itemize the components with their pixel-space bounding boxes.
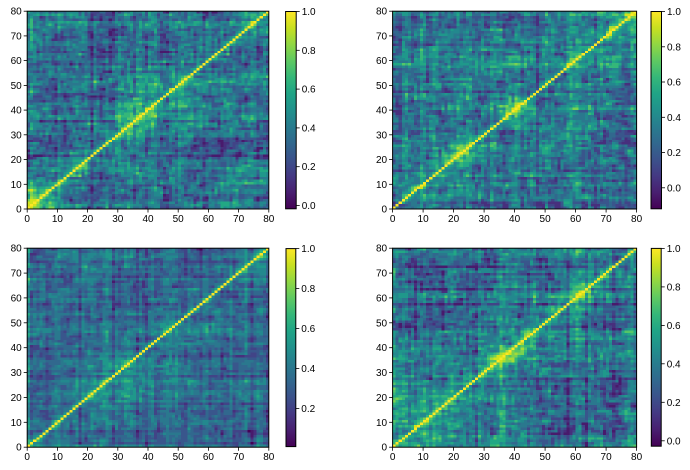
svg-text:40: 40 (376, 343, 388, 354)
svg-text:30: 30 (11, 368, 23, 379)
svg-text:0.4: 0.4 (301, 364, 315, 375)
svg-text:1.0: 1.0 (302, 7, 316, 18)
svg-text:10: 10 (52, 214, 64, 225)
svg-text:40: 40 (376, 106, 388, 117)
svg-text:0.8: 0.8 (302, 46, 316, 57)
svg-text:60: 60 (570, 214, 582, 225)
svg-text:70: 70 (233, 214, 245, 225)
svg-text:0.0: 0.0 (667, 183, 681, 194)
svg-text:10: 10 (376, 418, 388, 429)
svg-text:0.2: 0.2 (667, 398, 681, 409)
svg-text:0: 0 (382, 205, 388, 216)
svg-text:50: 50 (540, 452, 552, 463)
svg-text:40: 40 (11, 106, 23, 117)
svg-text:0.6: 0.6 (302, 85, 316, 96)
svg-text:50: 50 (540, 214, 552, 225)
svg-text:80: 80 (11, 244, 23, 255)
svg-text:0.6: 0.6 (301, 324, 315, 335)
svg-text:30: 30 (112, 214, 124, 225)
svg-text:50: 50 (11, 81, 23, 92)
svg-text:60: 60 (376, 56, 388, 67)
svg-text:30: 30 (479, 452, 491, 463)
svg-text:70: 70 (601, 452, 613, 463)
svg-text:0: 0 (16, 205, 22, 216)
svg-text:0.6: 0.6 (667, 321, 681, 332)
svg-text:0: 0 (390, 214, 396, 225)
svg-text:30: 30 (479, 214, 491, 225)
svg-text:20: 20 (448, 214, 460, 225)
svg-text:0.2: 0.2 (667, 148, 681, 159)
svg-text:10: 10 (418, 214, 430, 225)
svg-text:20: 20 (82, 452, 94, 463)
svg-text:0: 0 (24, 452, 30, 463)
svg-text:50: 50 (376, 318, 388, 329)
svg-text:10: 10 (52, 452, 64, 463)
svg-text:40: 40 (509, 452, 521, 463)
svg-text:60: 60 (203, 214, 215, 225)
svg-text:40: 40 (11, 343, 23, 354)
svg-text:50: 50 (376, 81, 388, 92)
svg-text:0.2: 0.2 (302, 162, 316, 173)
svg-text:80: 80 (376, 244, 388, 255)
svg-text:80: 80 (11, 7, 23, 18)
svg-text:0.2: 0.2 (301, 404, 315, 415)
svg-text:60: 60 (11, 293, 23, 304)
svg-text:0.4: 0.4 (302, 123, 316, 134)
svg-text:0.0: 0.0 (302, 201, 316, 212)
svg-text:80: 80 (631, 214, 643, 225)
svg-text:0.8: 0.8 (667, 42, 681, 53)
svg-text:0.6: 0.6 (667, 78, 681, 89)
svg-text:80: 80 (631, 452, 643, 463)
svg-text:20: 20 (376, 393, 388, 404)
svg-text:0.4: 0.4 (667, 359, 681, 370)
svg-text:30: 30 (11, 130, 23, 141)
svg-text:0.0: 0.0 (667, 436, 681, 447)
svg-text:40: 40 (142, 214, 154, 225)
svg-text:0: 0 (390, 452, 396, 463)
svg-text:40: 40 (142, 452, 154, 463)
svg-text:0: 0 (24, 214, 30, 225)
svg-text:0.8: 0.8 (301, 284, 315, 295)
svg-text:70: 70 (601, 214, 613, 225)
svg-text:60: 60 (376, 293, 388, 304)
svg-text:10: 10 (11, 418, 23, 429)
svg-text:60: 60 (570, 452, 582, 463)
svg-text:70: 70 (376, 31, 388, 42)
svg-text:1.0: 1.0 (301, 244, 315, 255)
svg-text:20: 20 (11, 393, 23, 404)
svg-text:20: 20 (376, 155, 388, 166)
svg-text:50: 50 (173, 452, 185, 463)
svg-text:50: 50 (173, 214, 185, 225)
svg-text:0: 0 (382, 443, 388, 454)
svg-text:10: 10 (376, 180, 388, 191)
svg-text:80: 80 (376, 7, 388, 18)
svg-text:20: 20 (11, 155, 23, 166)
svg-text:40: 40 (509, 214, 521, 225)
svg-text:1.0: 1.0 (667, 244, 681, 255)
svg-text:1.0: 1.0 (667, 7, 681, 18)
svg-text:30: 30 (376, 368, 388, 379)
svg-text:20: 20 (448, 452, 460, 463)
svg-text:20: 20 (82, 214, 94, 225)
svg-text:70: 70 (11, 269, 23, 280)
svg-text:10: 10 (418, 452, 430, 463)
svg-text:30: 30 (112, 452, 124, 463)
svg-text:0: 0 (16, 443, 22, 454)
svg-text:70: 70 (11, 31, 23, 42)
svg-text:70: 70 (376, 269, 388, 280)
svg-text:50: 50 (11, 318, 23, 329)
svg-text:10: 10 (11, 180, 23, 191)
svg-text:70: 70 (233, 452, 245, 463)
svg-text:80: 80 (263, 214, 275, 225)
svg-text:80: 80 (263, 452, 275, 463)
svg-text:60: 60 (203, 452, 215, 463)
svg-text:60: 60 (11, 56, 23, 67)
svg-text:0.8: 0.8 (667, 282, 681, 293)
svg-text:30: 30 (376, 130, 388, 141)
svg-text:0.4: 0.4 (667, 113, 681, 124)
